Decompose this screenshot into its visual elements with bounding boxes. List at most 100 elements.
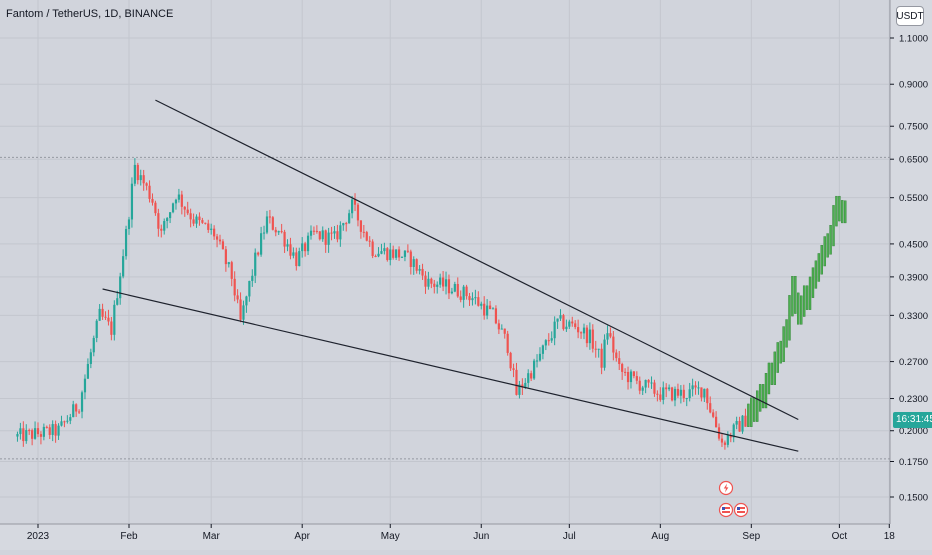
- lightning-icon[interactable]: [718, 480, 734, 496]
- candle: [550, 331, 553, 343]
- candle-body: [682, 389, 685, 399]
- candle-body: [609, 333, 612, 337]
- candle-body: [262, 232, 266, 234]
- candle-body: [362, 231, 365, 233]
- candle-body: [703, 388, 706, 398]
- candle-body: [468, 296, 471, 301]
- last-price-tag: 16:31:45: [893, 412, 932, 428]
- projection-bar: [826, 233, 829, 258]
- projection-bar: [773, 351, 777, 385]
- candle-body: [48, 427, 51, 435]
- candle: [459, 290, 462, 303]
- candle: [336, 224, 339, 243]
- candle-body: [386, 248, 389, 261]
- candle-body: [626, 372, 630, 383]
- candle-body: [295, 252, 298, 267]
- candle-body: [409, 251, 412, 267]
- candle-body: [559, 315, 562, 319]
- candle: [456, 277, 459, 298]
- candle: [242, 300, 245, 325]
- candle-body: [309, 230, 313, 236]
- time-tick-label: Feb: [120, 531, 138, 542]
- candle: [729, 432, 732, 443]
- candle: [694, 381, 697, 395]
- candle-body: [183, 206, 186, 210]
- flag-icon[interactable]: [733, 502, 749, 518]
- candle: [418, 265, 421, 275]
- candle: [465, 284, 468, 300]
- candle-body: [577, 327, 580, 333]
- plot-background: [0, 0, 890, 524]
- candle-body: [403, 250, 407, 257]
- candle: [210, 223, 213, 235]
- candle: [371, 239, 374, 259]
- candle-body: [518, 384, 521, 395]
- candle-body: [397, 249, 401, 258]
- candle: [113, 300, 116, 341]
- candle: [714, 411, 718, 428]
- projection-bar: [779, 340, 782, 364]
- time-axis[interactable]: 2023 Feb Mar Apr May Jun Jul Aug Sep Oct 18: [0, 523, 895, 550]
- price-axis[interactable]: 1.1000 0.9000 0.7500 0.6500 0.5500 0.4500 0.39…: [889, 0, 932, 550]
- candle: [72, 400, 75, 418]
- candle-body: [600, 348, 603, 368]
- interval-label: 1D: [104, 8, 119, 20]
- candle: [142, 169, 145, 191]
- candle: [124, 225, 128, 260]
- candle-body: [597, 348, 600, 350]
- projection-bar: [767, 362, 771, 395]
- candle: [744, 408, 747, 427]
- candle: [474, 289, 477, 305]
- candles: [16, 158, 747, 450]
- candle: [706, 387, 709, 410]
- candle-body: [430, 278, 433, 284]
- candle-body: [462, 286, 465, 300]
- flag-icon[interactable]: [718, 502, 734, 518]
- candle: [494, 305, 498, 325]
- candle: [171, 202, 175, 214]
- candle-body: [714, 416, 718, 428]
- price-tick-label: 0.2000: [899, 426, 928, 437]
- candle-body: [400, 256, 404, 258]
- candle-body: [89, 352, 92, 364]
- candle-body: [591, 329, 594, 349]
- candle: [324, 229, 327, 253]
- candle: [51, 420, 54, 442]
- candle: [31, 428, 34, 446]
- candle: [656, 390, 659, 402]
- candle-body: [395, 249, 398, 258]
- candle-body: [497, 323, 500, 330]
- candle-body: [95, 320, 98, 338]
- event-icons[interactable]: [718, 480, 749, 518]
- flag-stripe: [722, 511, 730, 513]
- candle-body: [574, 323, 577, 328]
- candle-body: [139, 175, 142, 181]
- candle: [321, 226, 324, 242]
- candle-body: [318, 231, 321, 240]
- candle-body: [650, 382, 653, 384]
- candle: [477, 291, 480, 307]
- candle-body: [653, 382, 656, 394]
- candle: [626, 366, 630, 390]
- candle-body: [63, 421, 66, 423]
- candle: [712, 409, 715, 419]
- currency-button[interactable]: USDT: [896, 6, 924, 26]
- candle-body: [166, 218, 169, 222]
- candle-body: [113, 304, 116, 335]
- candle: [662, 381, 665, 405]
- candle-body: [339, 225, 342, 240]
- candle: [57, 423, 60, 440]
- candle-body: [198, 216, 201, 221]
- candle: [107, 309, 110, 326]
- candle-body: [66, 420, 69, 422]
- trendlines[interactable]: [102, 99, 799, 452]
- candle-body: [171, 203, 175, 213]
- candle: [427, 271, 430, 290]
- candle: [80, 390, 84, 419]
- candle-body: [122, 256, 125, 277]
- candle-body: [418, 268, 421, 271]
- candle-body: [168, 212, 172, 219]
- candle-body: [450, 291, 454, 294]
